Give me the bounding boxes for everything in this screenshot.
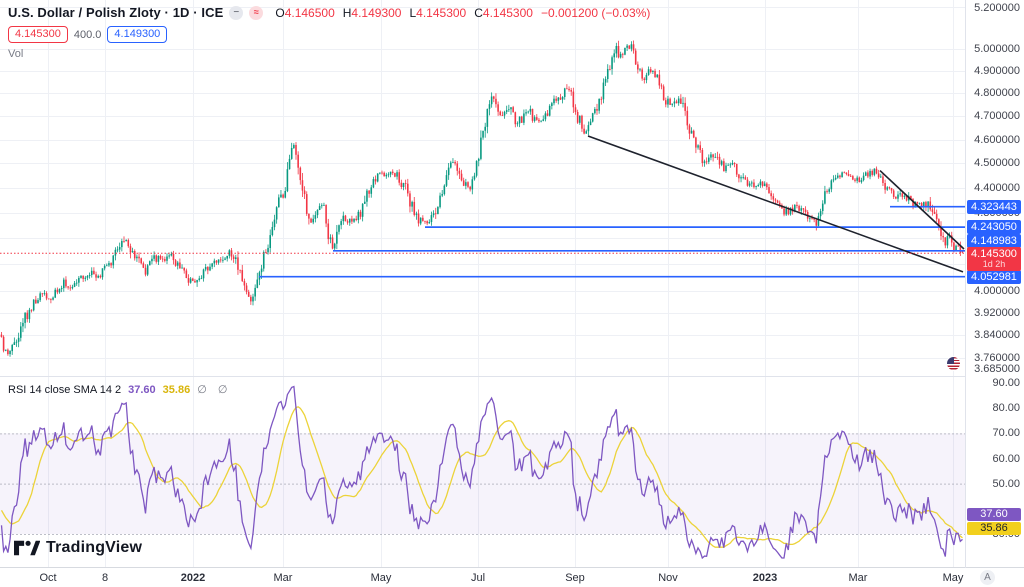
collapse-badge-icon[interactable]: −: [229, 5, 244, 20]
level-price-label[interactable]: 4.243050: [967, 220, 1021, 235]
price-tick-label: 3.685000: [974, 363, 1020, 375]
trade-buttons-row: 4.145300 400.0 4.149300: [8, 26, 650, 43]
legend-title-row: U.S. Dollar / Polish Zloty · 1D · ICE − …: [8, 5, 650, 20]
sell-price-button[interactable]: 4.145300: [8, 26, 68, 43]
watermark-text: TradingView: [46, 539, 143, 556]
price-tick-label: 3.760000: [974, 351, 1020, 364]
rsi-sma-value: 35.86: [162, 383, 191, 396]
price-tick-label: 4.700000: [974, 110, 1020, 123]
time-tick-label: Sep: [565, 572, 585, 584]
candlestick-series: [0, 40, 964, 357]
level-price-label[interactable]: 4.323443: [967, 199, 1021, 214]
time-tick-label: Mar: [848, 572, 868, 584]
time-tick-label: 8: [101, 572, 109, 584]
volume-label[interactable]: Vol: [8, 48, 24, 60]
rsi-tick-label: 90.00: [992, 377, 1020, 389]
rsi-sma-value-label: 35.86: [967, 521, 1021, 535]
rsi-settings-label[interactable]: RSI 14 close SMA 14 2: [8, 383, 122, 396]
tradingview-watermark: TradingView: [14, 539, 142, 557]
rsi-tick-label: 70.00: [992, 427, 1020, 440]
usdpln-flag-icon[interactable]: [947, 357, 960, 370]
price-tick-label: 4.000000: [974, 284, 1020, 297]
market-status-icon[interactable]: ≈: [249, 5, 264, 20]
time-tick-label: 2023: [752, 572, 778, 584]
price-tick-label: 3.920000: [974, 306, 1020, 319]
trade-quantity[interactable]: 400.0: [73, 28, 102, 41]
time-tick-label: May: [942, 572, 964, 584]
price-tick-label: 5.000000: [974, 43, 1020, 56]
tradingview-logo-icon: [14, 540, 40, 556]
time-tick-label: May: [370, 572, 392, 584]
rsi-value-label: 37.60: [967, 508, 1021, 521]
symbol-title[interactable]: U.S. Dollar / Polish Zloty · 1D · ICE: [8, 5, 224, 20]
price-tick-label: 4.600000: [974, 133, 1020, 146]
symbol-legend: U.S. Dollar / Polish Zloty · 1D · ICE − …: [8, 5, 650, 60]
volume-row: Vol: [8, 48, 650, 60]
time-tick-label: Nov: [658, 572, 678, 584]
price-tick-label: 3.840000: [974, 329, 1020, 342]
rsi-lines: [0, 385, 963, 560]
auto-scale-button[interactable]: A: [980, 570, 995, 585]
time-tick-label: Mar: [273, 572, 293, 584]
rsi-band: [0, 433, 965, 536]
ohlc-high: H4.149300: [342, 5, 402, 20]
level-price-label[interactable]: 4.052981: [967, 269, 1021, 284]
ohlc-low: L4.145300: [409, 5, 467, 20]
price-tick-label: 4.400000: [974, 181, 1020, 194]
price-tick-label: 5.200000: [974, 2, 1020, 14]
price-tick-label: 4.500000: [974, 157, 1020, 170]
time-tick-label: 2022: [180, 572, 206, 584]
price-tick-label: 4.900000: [974, 65, 1020, 78]
last-price-value: 4.145300: [971, 248, 1017, 260]
rsi-legend: RSI 14 close SMA 14 2 37.60 35.86 ∅ ∅: [8, 383, 232, 397]
trendlines[interactable]: [587, 135, 965, 273]
buy-price-button[interactable]: 4.149300: [107, 26, 168, 43]
ohlc-close: C4.145300: [474, 5, 533, 20]
last-price-label[interactable]: 4.145300 1d 2h: [967, 247, 1021, 271]
bar-countdown: 1d 2h: [982, 259, 1006, 269]
rsi-value: 37.60: [128, 383, 156, 396]
time-axis[interactable]: Oct 8 2022 Mar May Jul Sep Nov 2023 Mar May: [0, 568, 1024, 587]
rsi-tick-label: 60.00: [992, 452, 1020, 465]
price-change: −0.001200 (−0.03%): [540, 5, 651, 20]
time-tick-label: Jul: [470, 572, 486, 584]
time-tick-label: Oct: [39, 572, 57, 584]
gridlines: [0, 0, 965, 567]
level-price-label[interactable]: 4.148983: [967, 233, 1021, 248]
price-axis[interactable]: 5.200000 5.000000 4.900000 4.800000 4.700000…: [966, 0, 1024, 567]
rsi-empty-slots: ∅ ∅: [197, 384, 232, 396]
ohlc-readout: O4.146500 H4.149300 L4.145300 C4.145300 …: [275, 6, 650, 20]
rsi-tick-label: 50.00: [992, 477, 1020, 490]
horizontal-level-lines[interactable]: [259, 205, 965, 278]
rsi-tick-label: 80.00: [992, 402, 1020, 415]
price-tick-label: 4.800000: [974, 87, 1020, 100]
ohlc-open: O4.146500: [275, 5, 335, 20]
